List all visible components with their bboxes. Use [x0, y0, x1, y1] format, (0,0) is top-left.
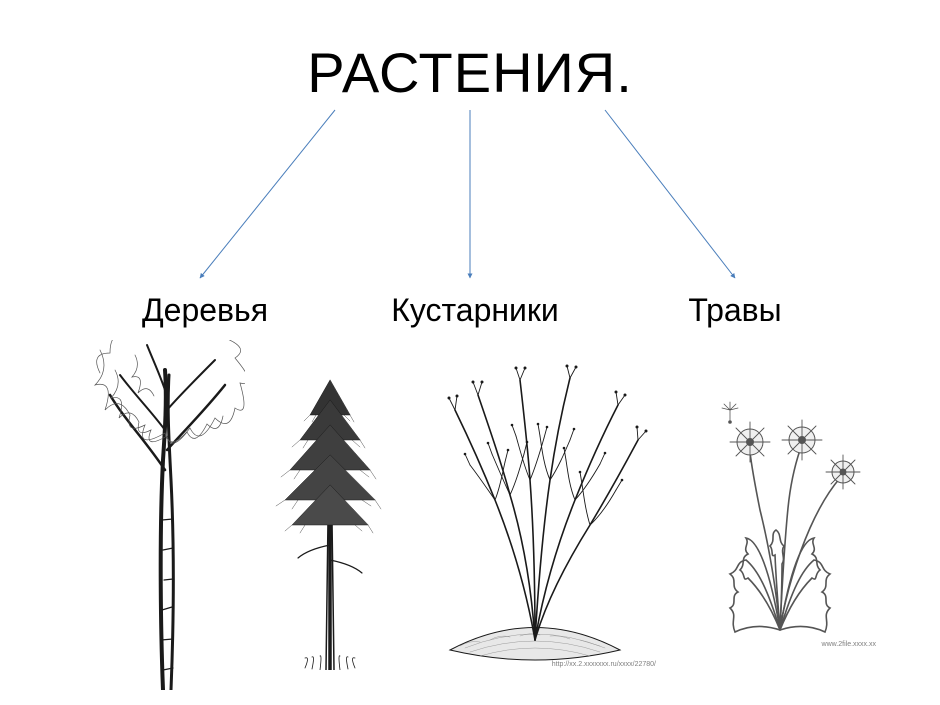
illustration-pine-tree — [250, 370, 410, 670]
category-label-trees: Деревья — [105, 292, 305, 329]
illustration-birch-tree — [85, 340, 245, 690]
attribution-shrub: http://xx.2.xxxxxxx.ru/xxxx/22780/ — [552, 661, 656, 668]
illustration-grass: www.2file.xxxx.xx — [680, 380, 880, 650]
page-title: РАСТЕНИЯ. — [0, 40, 940, 105]
category-label-grass: Травы — [635, 292, 835, 329]
category-label-shrubs: Кустарники — [375, 292, 575, 329]
attribution-grass: www.2file.xxxx.xx — [822, 641, 876, 648]
illustration-shrub: http://xx.2.xxxxxxx.ru/xxxx/22780/ — [410, 350, 660, 670]
slide-root: РАСТЕНИЯ. Деревья Кустарники Травы — [0, 0, 940, 705]
